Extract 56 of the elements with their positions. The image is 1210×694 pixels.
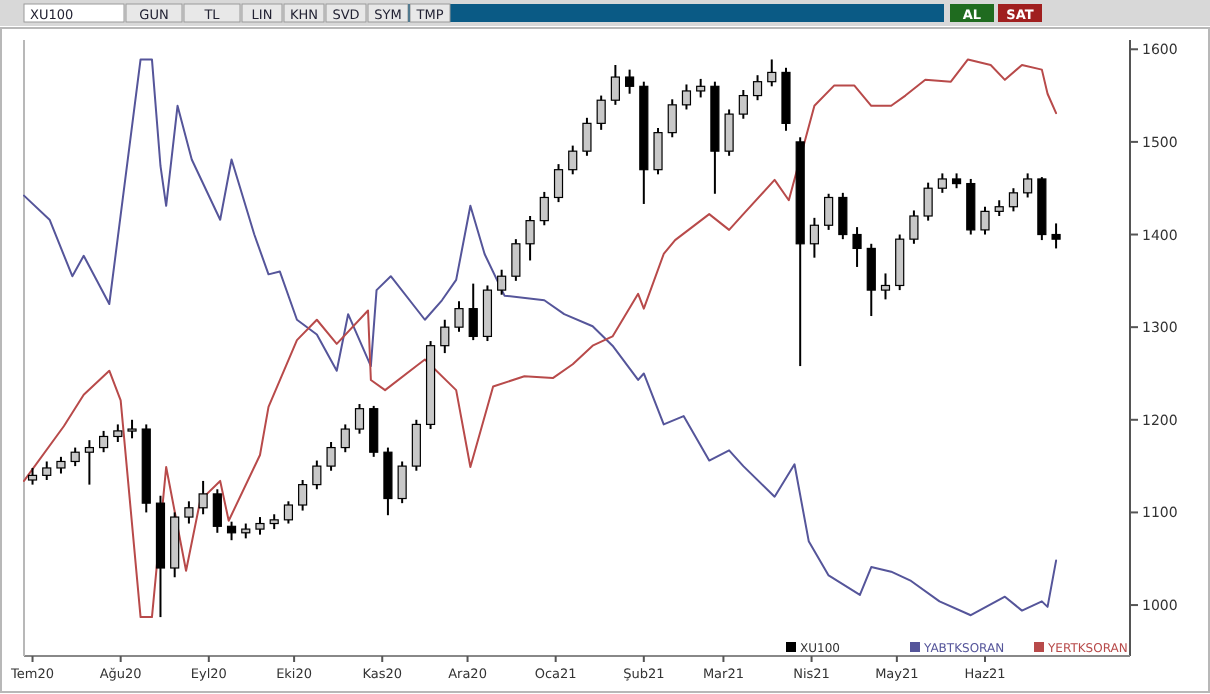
candlestick (696, 77, 706, 99)
candlestick (212, 488, 222, 534)
candlestick (326, 441, 336, 472)
candlestick (667, 98, 677, 139)
candlestick (70, 446, 80, 468)
candlestick (880, 272, 891, 301)
candlestick (42, 460, 52, 481)
candlestick (625, 68, 635, 95)
candlestick (852, 226, 862, 268)
candlestick (283, 500, 294, 525)
candlestick (511, 238, 521, 282)
candlestick (824, 192, 834, 231)
candlestick (582, 116, 592, 157)
candlestick (553, 163, 564, 204)
candlestick (440, 318, 450, 355)
candlestick (312, 459, 322, 491)
candlestick (1008, 187, 1019, 213)
candlestick (99, 429, 109, 454)
candlestick (127, 418, 137, 440)
candlestick (653, 127, 663, 176)
candlestick (724, 108, 734, 157)
candlestick (738, 89, 748, 120)
candlestick (298, 479, 308, 512)
candlestick (752, 74, 763, 102)
candlestick (497, 268, 507, 296)
candlestick (539, 190, 549, 227)
candlestick (383, 446, 393, 517)
candlestick (482, 284, 493, 343)
candlestick (340, 423, 350, 454)
candlestick (369, 404, 379, 458)
candlestick (966, 177, 976, 236)
candlestick (84, 439, 94, 486)
candlestick (980, 205, 990, 236)
candlestick (937, 172, 947, 194)
candlestick (354, 403, 365, 435)
candlestick (525, 215, 535, 262)
candlestick (596, 94, 606, 131)
candlestick (909, 209, 919, 245)
candlestick (468, 282, 478, 342)
candlestick (397, 460, 407, 505)
candlestick (866, 242, 876, 318)
candlestick (809, 216, 820, 259)
candlestick (454, 300, 464, 333)
candlestick (226, 520, 237, 542)
candlestick (568, 144, 578, 176)
candlestick (610, 64, 620, 106)
candlestick (895, 233, 905, 292)
candlestick (681, 83, 692, 111)
candlestick (923, 181, 933, 222)
candlestick (198, 479, 208, 516)
candlestick (838, 191, 848, 241)
candlestick (411, 418, 421, 472)
candlestick (1051, 222, 1061, 250)
candlestick (184, 500, 194, 525)
candlestick (1023, 172, 1033, 199)
candlestick (767, 58, 777, 88)
